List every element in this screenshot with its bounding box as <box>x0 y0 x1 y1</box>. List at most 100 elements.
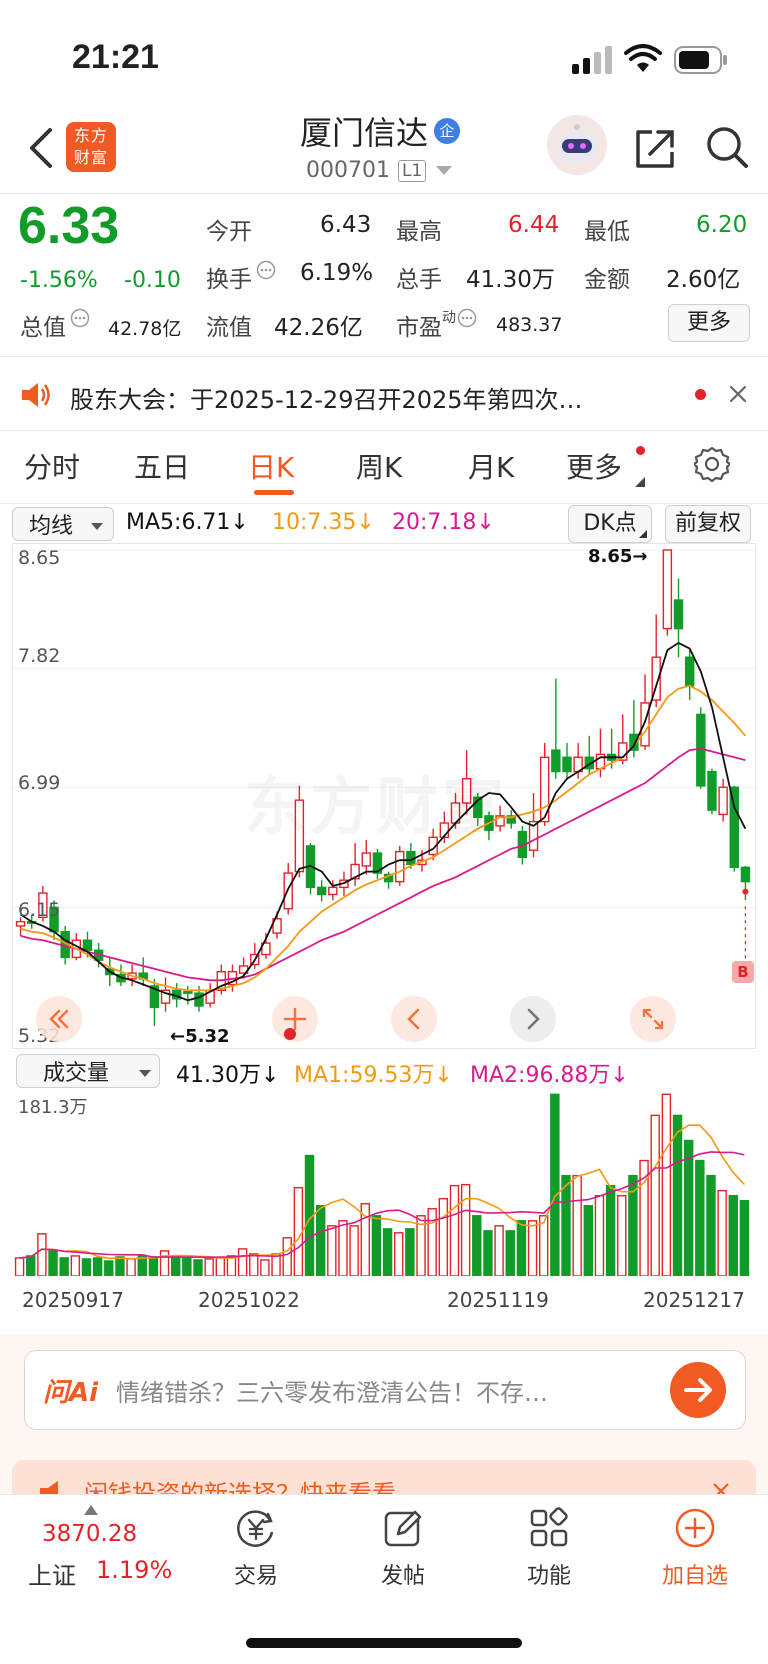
volume-bar <box>650 1114 660 1276</box>
candle-body <box>684 656 695 687</box>
stock-title[interactable]: 厦门信达 企 <box>300 108 461 154</box>
robot-assistant-icon[interactable] <box>546 114 608 180</box>
ai-input-bar[interactable]: 问Ai 情绪错杀？三六零发布澄清公告！不存… <box>24 1350 746 1430</box>
y-label-3: 6.99 <box>18 772 61 794</box>
brand-logo: 东方财富 <box>66 122 116 172</box>
date-label-1: 20250917 <box>22 1288 124 1312</box>
home-indicator <box>246 1638 522 1648</box>
volume-value: 41.30万 <box>466 267 555 293</box>
notice-divider <box>0 430 768 431</box>
candle-body <box>562 756 572 773</box>
volume-bar <box>148 1256 159 1276</box>
info-dots-icon[interactable] <box>70 308 90 332</box>
info-dots-icon[interactable] <box>256 260 276 284</box>
change-value: -0.10 <box>124 268 181 293</box>
scroll-left-fast-button[interactable] <box>36 996 82 1042</box>
ma5-value: MA5:6.71↓ <box>126 510 249 535</box>
candle-body <box>272 918 282 934</box>
trade-tab[interactable]: 交易 <box>226 1500 286 1600</box>
volume-label: 总手 <box>396 267 442 293</box>
buy-marker-text: B <box>737 963 749 981</box>
post-tab[interactable]: 发帖 <box>373 1500 433 1600</box>
share-icon[interactable] <box>632 126 676 174</box>
date-label-3: 20251119 <box>447 1288 549 1312</box>
index-value[interactable]: 3870.28 <box>42 1521 138 1547</box>
volume-bar <box>182 1257 192 1276</box>
volume-bar <box>59 1257 69 1276</box>
pe-value: 483.37 <box>496 314 563 336</box>
candle-body <box>183 990 193 994</box>
volume-bar <box>572 1174 582 1276</box>
ai-send-button[interactable] <box>670 1362 726 1418</box>
candle-body <box>495 815 505 827</box>
dk-point-button[interactable]: DK点 <box>568 505 652 543</box>
ma20-value: 20:7.18↓ <box>392 510 495 535</box>
volume-today: 41.30万↓ <box>176 1063 280 1088</box>
low-value: 6.20 <box>696 212 748 238</box>
float-value: 42.26亿 <box>274 315 363 341</box>
mktcap-label-row: 总值 <box>20 308 90 342</box>
volume-svg <box>14 1093 750 1276</box>
ma10-value: 10:7.35↓ <box>272 510 375 535</box>
ma-selector[interactable]: 均线 <box>12 507 114 541</box>
stock-code: 000701 <box>306 158 390 183</box>
ai-logo: 问Ai <box>43 1377 99 1408</box>
candle-body <box>506 815 516 824</box>
ma-selector-label: 均线 <box>29 514 74 539</box>
index-change: 1.19% <box>96 1556 173 1584</box>
scroll-right-button[interactable] <box>510 996 556 1042</box>
close-icon[interactable] <box>728 384 748 408</box>
add-watchlist-label: 加自选 <box>661 1564 728 1589</box>
tab-more[interactable]: 更多 <box>566 451 623 484</box>
volume-chart[interactable] <box>12 1090 756 1276</box>
amount-value: 2.60亿 <box>666 267 741 293</box>
more-button[interactable]: 更多 <box>668 304 750 342</box>
volume-ma1: MA1:59.53万↓ <box>294 1063 453 1088</box>
kline-chart[interactable] <box>12 543 756 1049</box>
tab-daily-k[interactable]: 日K <box>248 451 295 484</box>
candle-body <box>149 985 160 1009</box>
indicator-selector[interactable]: 成交量 <box>16 1054 160 1088</box>
candle-body <box>395 850 405 883</box>
tab-monthly-k[interactable]: 月K <box>468 451 515 484</box>
volume-bar <box>538 1215 549 1276</box>
chevron-down-icon <box>139 1059 152 1084</box>
open-value: 6.43 <box>320 212 372 238</box>
tab-fenshi[interactable]: 分时 <box>24 451 81 484</box>
volume-bar <box>438 1198 449 1276</box>
add-watchlist-tab[interactable]: 加自选 <box>650 1500 740 1600</box>
info-dots-icon[interactable] <box>457 308 477 332</box>
fullscreen-button[interactable] <box>630 996 676 1042</box>
volume-bar <box>349 1225 359 1276</box>
tab-weekly-k[interactable]: 周K <box>356 451 403 484</box>
volume-bar <box>416 1215 426 1276</box>
settings-gear-icon[interactable] <box>692 446 732 486</box>
candle-body <box>160 989 171 1004</box>
high-label: 最高 <box>396 219 442 245</box>
volume-ma1-line <box>19 1124 745 1260</box>
adjust-button[interactable]: 前复权 <box>665 505 751 543</box>
scroll-left-button[interactable] <box>391 996 437 1042</box>
volume-bar <box>14 1257 25 1276</box>
post-tab-label: 发帖 <box>380 1564 425 1589</box>
tab-five-day[interactable]: 五日 <box>134 451 191 484</box>
volume-bar <box>237 1248 248 1276</box>
plus-circle-icon <box>673 1506 717 1554</box>
function-tab[interactable]: 功能 <box>519 1500 579 1600</box>
indicator-selector-label: 成交量 <box>43 1061 110 1086</box>
volume-bar <box>739 1200 750 1276</box>
chevron-down-icon[interactable] <box>436 161 453 180</box>
volume-bar <box>249 1253 259 1276</box>
volume-bar <box>215 1257 226 1276</box>
volume-bar <box>617 1194 627 1276</box>
yen-exchange-icon <box>234 1506 278 1554</box>
date-label-2: 20251022 <box>198 1288 300 1312</box>
high-value: 6.44 <box>508 212 560 238</box>
mktcap-label: 总值 <box>20 315 66 341</box>
notice-text[interactable]: 股东大会：于2025-12-29召开2025年第四次… <box>70 386 583 414</box>
turnover-label: 换手 <box>206 267 252 293</box>
back-icon[interactable] <box>26 126 56 174</box>
search-icon[interactable] <box>704 124 750 174</box>
candle-body <box>673 599 684 630</box>
date-label-4: 20251217 <box>643 1288 745 1312</box>
